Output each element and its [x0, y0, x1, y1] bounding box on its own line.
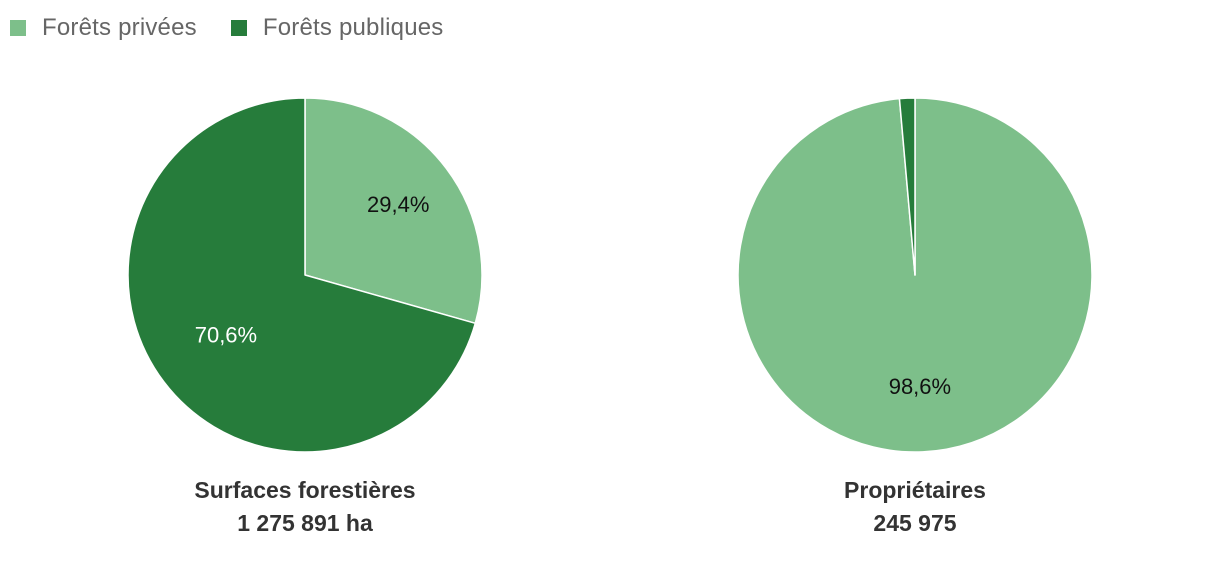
chart-title: Surfaces forestières	[194, 477, 415, 503]
chart-legend: Forêts privées Forêts publiques	[10, 12, 444, 44]
legend-swatch-private	[10, 20, 26, 36]
pie-slice-private[interactable]	[304, 97, 483, 325]
legend-label-private: Forêts privées	[42, 14, 197, 41]
legend-label-public: Forêts publiques	[262, 14, 444, 41]
slice-label-public: 70,6%	[195, 322, 257, 347]
pie-slice-public[interactable]	[898, 97, 916, 276]
pie-chart-2: 98,6% Propriétaires 245 975	[737, 97, 1093, 536]
pie-slice-public[interactable]	[127, 97, 477, 453]
chart-total: 1 275 891 ha	[237, 510, 373, 536]
pie-chart-1: 29,4% 70,6% Surfaces forestières 1 275 891 …	[127, 97, 483, 536]
legend-item-private-forests[interactable]: Forêts privées	[10, 14, 197, 42]
slice-label-private: 29,4%	[367, 192, 429, 217]
chart-total: 245 975	[873, 510, 956, 536]
slice-label-private: 98,6%	[889, 374, 951, 399]
legend-item-public-forests[interactable]: Forêts publiques	[230, 14, 444, 42]
legend-swatch-public	[230, 20, 247, 36]
chart-title: Propriétaires	[844, 477, 986, 503]
